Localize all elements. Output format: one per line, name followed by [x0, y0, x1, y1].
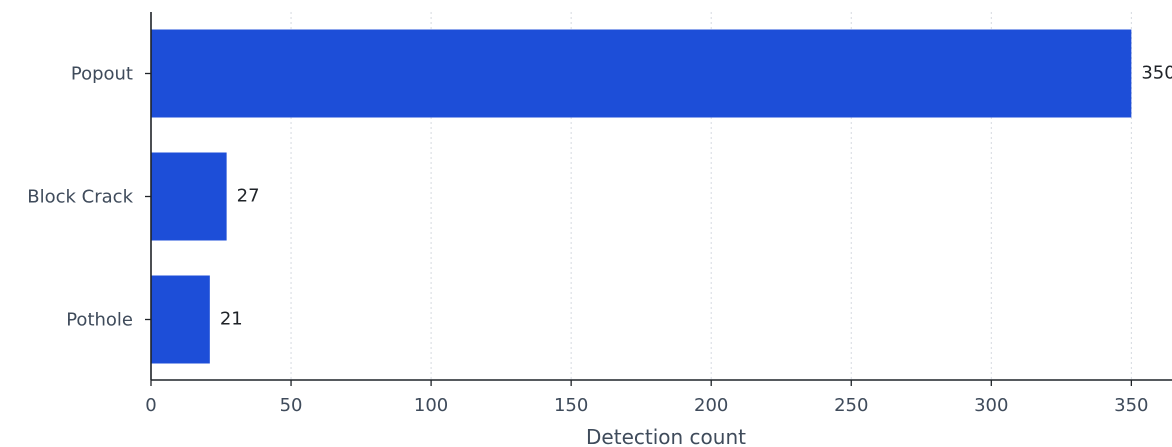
x-axis-ticks: 0 50 100 150 200 250 300 350: [145, 380, 1149, 416]
x-tick-label: 300: [974, 395, 1008, 416]
bars: [151, 29, 1132, 364]
value-labels: 350 27 21: [220, 63, 1172, 330]
bar-popout: [151, 29, 1132, 118]
value-label: 21: [220, 309, 243, 330]
category-label: Block Crack: [27, 187, 133, 208]
y-axis-ticks: Popout Block Crack Pothole: [27, 64, 151, 331]
category-label: Pothole: [66, 310, 133, 331]
category-label: Popout: [71, 64, 133, 85]
x-tick-label: 50: [280, 395, 303, 416]
x-tick-label: 150: [554, 395, 588, 416]
x-tick-label: 350: [1114, 395, 1148, 416]
bar-block-crack: [151, 152, 227, 241]
x-axis-title: Detection count: [586, 425, 746, 447]
value-label: 350: [1141, 63, 1172, 84]
x-tick-label: 200: [694, 395, 728, 416]
x-tick-label: 250: [834, 395, 868, 416]
bar-pothole: [151, 275, 210, 364]
x-tick-label: 100: [414, 395, 448, 416]
value-label: 27: [237, 186, 260, 207]
x-tick-label: 0: [145, 395, 156, 416]
